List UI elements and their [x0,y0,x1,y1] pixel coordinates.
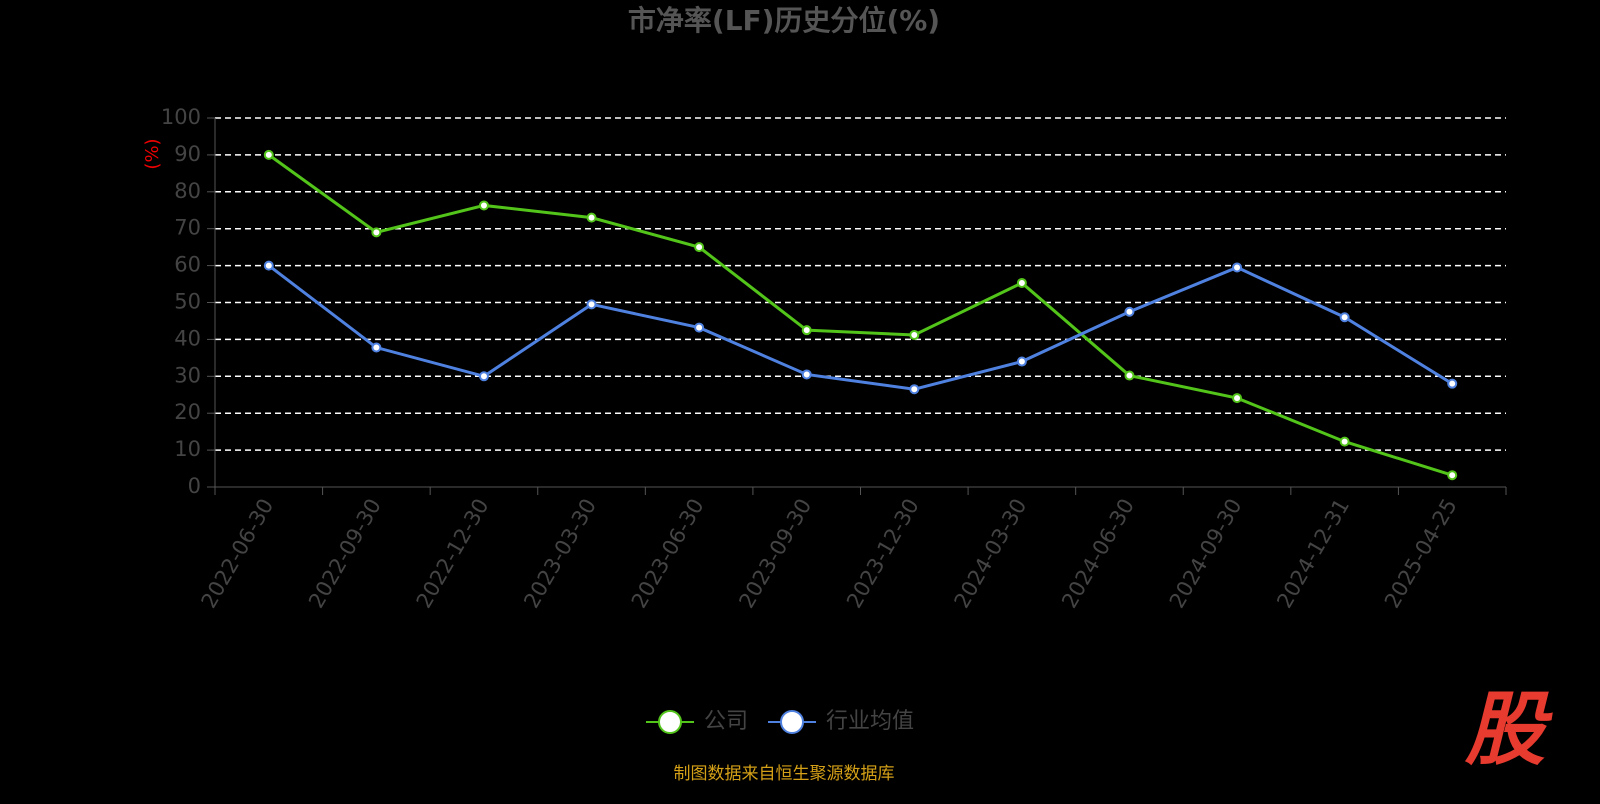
series-line [267,264,1453,391]
y-tick-label: 40 [174,326,201,350]
data-point [1016,277,1027,288]
y-tick-label: 0 [188,474,201,498]
data-point [1339,312,1350,323]
data-point [1124,306,1135,317]
y-axis-label: (%) [142,138,163,169]
data-point [909,329,920,340]
y-tick-label: 60 [174,253,201,277]
data-point [263,260,274,271]
data-point [1232,393,1243,404]
series-line [267,153,1453,477]
source-note: 制图数据来自恒生聚源数据库 [674,764,895,784]
data-point [478,200,489,211]
data-point [1447,378,1458,389]
legend-label: 公司 [704,709,748,734]
y-tick-label: 50 [174,290,201,314]
legend-item[interactable]: 公司 [646,709,748,734]
data-point [371,342,382,353]
watermark: 股 [1464,683,1553,776]
y-tick-label: 80 [174,179,201,203]
legend-marker [780,710,805,734]
data-point [371,227,382,238]
legend-marker [658,710,682,734]
data-point [1232,262,1243,273]
data-point [586,212,597,223]
y-tick-label: 100 [161,105,201,129]
data-point [801,369,812,380]
data-point [1447,470,1458,481]
data-point [801,325,812,336]
data-point [909,384,920,395]
data-point [694,242,705,253]
y-tick-label: 90 [174,142,201,166]
data-point [1339,436,1350,447]
legend-label: 行业均值 [826,709,914,734]
data-point [478,371,489,382]
y-tick-label: 70 [174,216,201,240]
data-point [694,322,705,333]
y-tick-label: 20 [174,400,201,424]
data-point [586,299,597,310]
y-tick-label: 10 [174,437,201,461]
y-tick-label: 30 [174,363,201,387]
chart-title: 市净率(LF)历史分位(%) [628,4,940,37]
data-point [263,149,274,160]
legend-item[interactable]: 行业均值 [768,709,914,734]
data-point [1016,356,1027,367]
data-point [1124,370,1135,381]
